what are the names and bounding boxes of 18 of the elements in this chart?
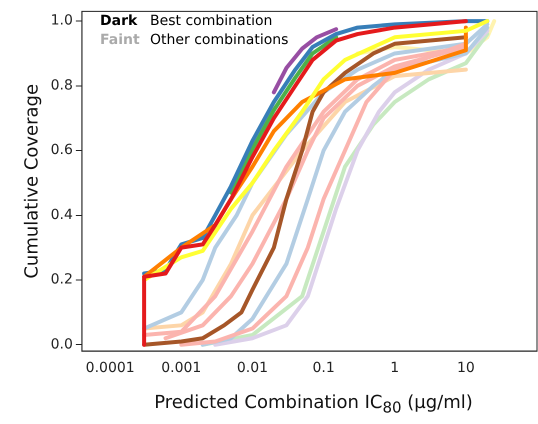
x-tick-label: 0.001 <box>161 360 202 376</box>
x-tick-label: 0.1 <box>312 360 335 376</box>
x-tick-label: 0.01 <box>236 360 268 376</box>
annotation: Best combination <box>150 12 272 31</box>
y-tick-label: 0.0 <box>50 336 73 352</box>
x-tick-label: 0.0001 <box>86 360 135 376</box>
y-tick-label: 0.6 <box>50 142 73 158</box>
x-axis-title: Predicted Combination IC$_{80}$ (μg/ml) <box>153 392 474 417</box>
annotation: Dark <box>100 12 138 31</box>
y-tick-label: 0.4 <box>50 206 73 223</box>
annotation: Other combinations <box>150 31 288 50</box>
y-axis-title: Cumulative Coverage <box>21 84 42 279</box>
y-tick-label: 1.0 <box>50 12 73 29</box>
y-tick-label: 0.8 <box>50 77 73 94</box>
x-tick-label: 1 <box>390 360 400 376</box>
annotation: Faint <box>100 31 141 50</box>
x-tick-label: 10 <box>456 360 475 376</box>
y-tick-label: 0.2 <box>50 272 73 288</box>
